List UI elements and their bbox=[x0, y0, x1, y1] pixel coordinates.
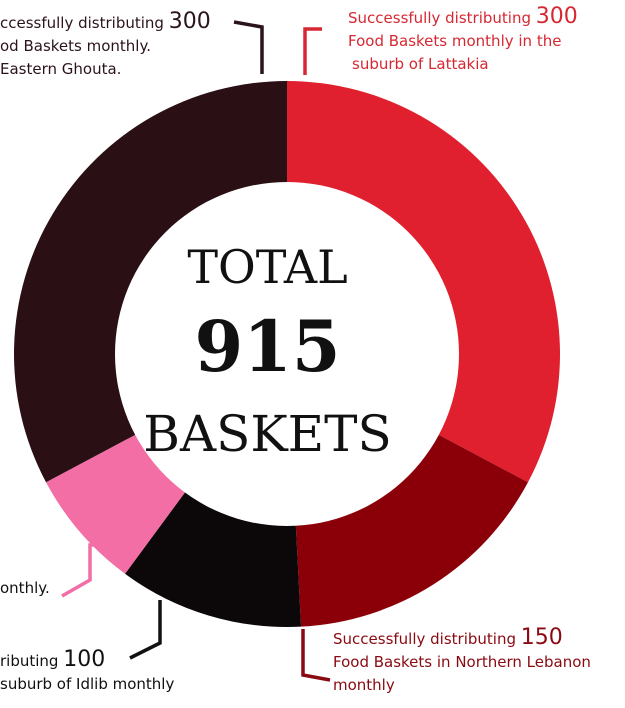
label-idlib-line1: ributing bbox=[0, 652, 59, 670]
label-eastern-ghouta-line3: Eastern Ghouta. bbox=[0, 60, 122, 78]
label-eastern-ghouta-value: 300 bbox=[168, 9, 211, 34]
label-northern-lebanon-value: 150 bbox=[520, 625, 563, 650]
leader-line-lattakia bbox=[303, 27, 322, 75]
label-lattakia-line2: Food Baskets monthly in the bbox=[348, 32, 562, 50]
label-eastern-ghouta-line2: od Baskets monthly. bbox=[0, 37, 151, 55]
center-total-label: TOTAL bbox=[187, 240, 348, 294]
label-eastern-ghouta-line1: ccessfully distributing bbox=[0, 14, 164, 32]
label-northern-lebanon-line3: monthly bbox=[333, 676, 395, 694]
leader-line-idlib bbox=[129, 600, 162, 660]
label-eastern-ghouta: ccessfully distributing 300 od Baskets m… bbox=[0, 10, 211, 81]
label-idlib: ributing 100 suburb of Idlib monthly bbox=[0, 648, 174, 696]
leader-line-eastern-ghouta bbox=[233, 20, 264, 74]
label-pink-line1: onthly. bbox=[0, 579, 50, 597]
label-lattakia-line3: suburb of Lattakia bbox=[352, 55, 489, 73]
label-lattakia-value: 300 bbox=[535, 4, 578, 29]
label-idlib-value: 100 bbox=[63, 647, 106, 672]
label-lattakia: Successfully distributing 300 Food Baske… bbox=[348, 5, 578, 76]
label-northern-lebanon-line1: Successfully distributing bbox=[333, 630, 516, 648]
center-total-value: 915 bbox=[194, 305, 341, 388]
label-northern-lebanon: Successfully distributing 150 Food Baske… bbox=[333, 626, 591, 697]
label-idlib-line2: suburb of Idlib monthly bbox=[0, 675, 175, 693]
leader-line-pink bbox=[61, 543, 103, 598]
label-lattakia-line1: Successfully distributing bbox=[348, 9, 531, 27]
label-northern-lebanon-line2: Food Baskets in Northern Lebanon bbox=[333, 653, 591, 671]
center-baskets-label: BASKETS bbox=[143, 405, 392, 463]
leader-line-northern-lebanon bbox=[301, 629, 331, 682]
label-pink-slice: onthly. bbox=[0, 577, 50, 600]
donut-hole bbox=[115, 182, 459, 526]
